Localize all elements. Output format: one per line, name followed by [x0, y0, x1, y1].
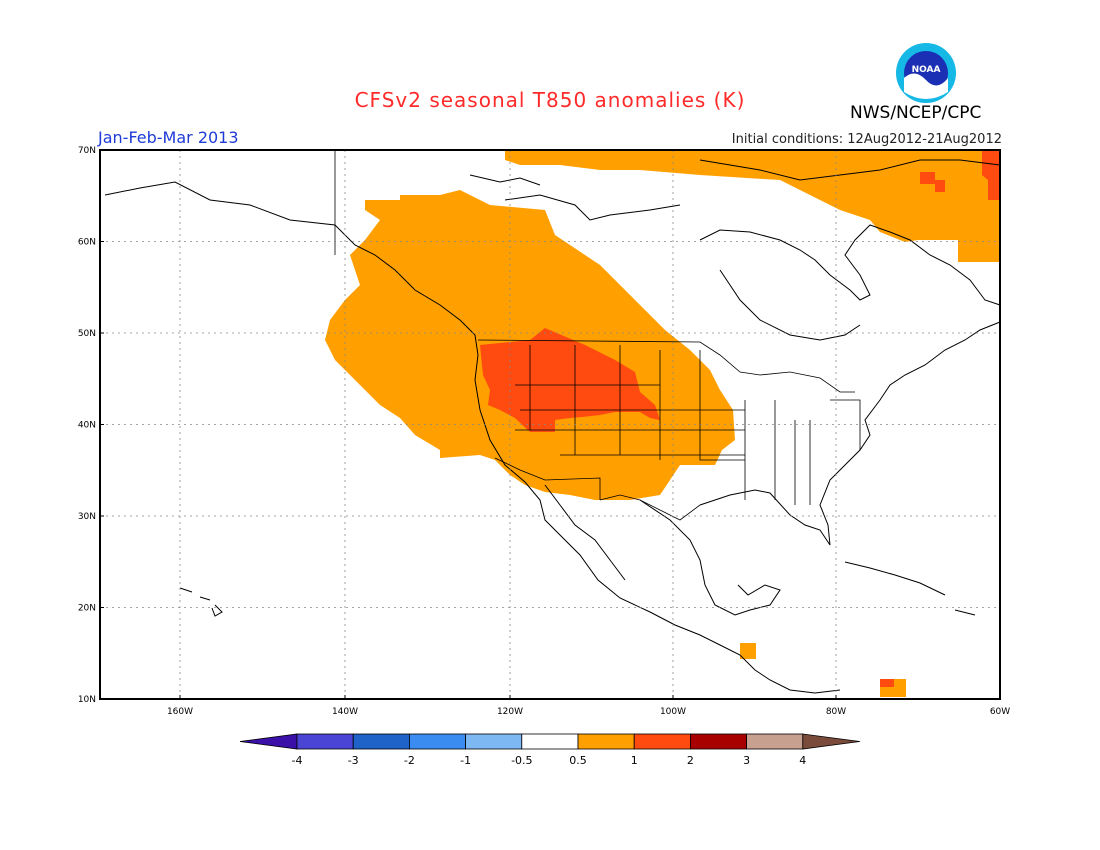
colorbar-swatch: [690, 733, 748, 750]
noaa-logo: NOAA: [896, 43, 956, 103]
colorbar-label: 4: [799, 754, 806, 767]
initial-conditions: Initial conditions: 12Aug2012-21Aug2012: [731, 132, 1002, 147]
lat-label: 10N: [78, 695, 96, 705]
noaa-logo-text: NOAA: [912, 65, 941, 75]
forecast-period: Jan-Feb-Mar 2013: [98, 128, 239, 147]
lat-label: 40N: [78, 421, 96, 431]
agency-label: NWS/NCEP/CPC: [850, 103, 982, 123]
colorbar-label: -0.5: [511, 754, 532, 767]
lat-label: 70N: [78, 146, 96, 156]
anomaly-fill-orange: [325, 150, 1000, 697]
lon-label: 120W: [497, 707, 523, 717]
latitude-labels: 70N 60N 50N 40N 30N 20N 10N: [78, 146, 104, 705]
lon-label: 160W: [167, 707, 193, 717]
longitude-labels: 160W 140W 120W 100W 80W 60W: [167, 695, 1010, 717]
colorbar-arrow-left: [239, 733, 298, 750]
colorbar-swatch: [633, 733, 691, 750]
colorbar-swatch: [408, 733, 466, 750]
lat-label: 30N: [78, 512, 96, 522]
map-title: CFSv2 seasonal T850 anomalies (K): [354, 88, 746, 112]
lon-label: 100W: [660, 707, 686, 717]
colorbar-label: 2: [687, 754, 694, 767]
colorbar-swatch: [465, 733, 523, 750]
colorbar-swatch: [521, 733, 579, 750]
colorbar-swatch: [296, 733, 354, 750]
grid: [100, 150, 1000, 699]
colorbar-label: 3: [743, 754, 750, 767]
colorbar-label: 1: [631, 754, 638, 767]
colorbar-swatch: [746, 733, 804, 750]
color-legend: -4 -3 -2 -1 -0.5 0.5 1 2 3 4: [239, 733, 860, 767]
coastlines: [104, 159, 1001, 694]
colorbar-label: -2: [404, 754, 415, 767]
colorbar-label: -3: [348, 754, 359, 767]
colorbar-arrow-right: [802, 733, 860, 750]
colorbar-swatch: [352, 733, 410, 750]
colorbar-label: -4: [292, 754, 303, 767]
lon-label: 80W: [826, 707, 846, 717]
colorbar-label: 0.5: [569, 754, 587, 767]
lat-label: 50N: [78, 329, 96, 339]
lon-label: 140W: [332, 707, 358, 717]
lon-label: 60W: [990, 707, 1010, 717]
colorbar-label: -1: [460, 754, 471, 767]
lat-label: 20N: [78, 604, 96, 614]
colorbar-swatch: [577, 733, 635, 750]
anomaly-fill-red: [480, 150, 1000, 687]
lat-label: 60N: [78, 238, 96, 248]
political-borders: [334, 150, 861, 521]
